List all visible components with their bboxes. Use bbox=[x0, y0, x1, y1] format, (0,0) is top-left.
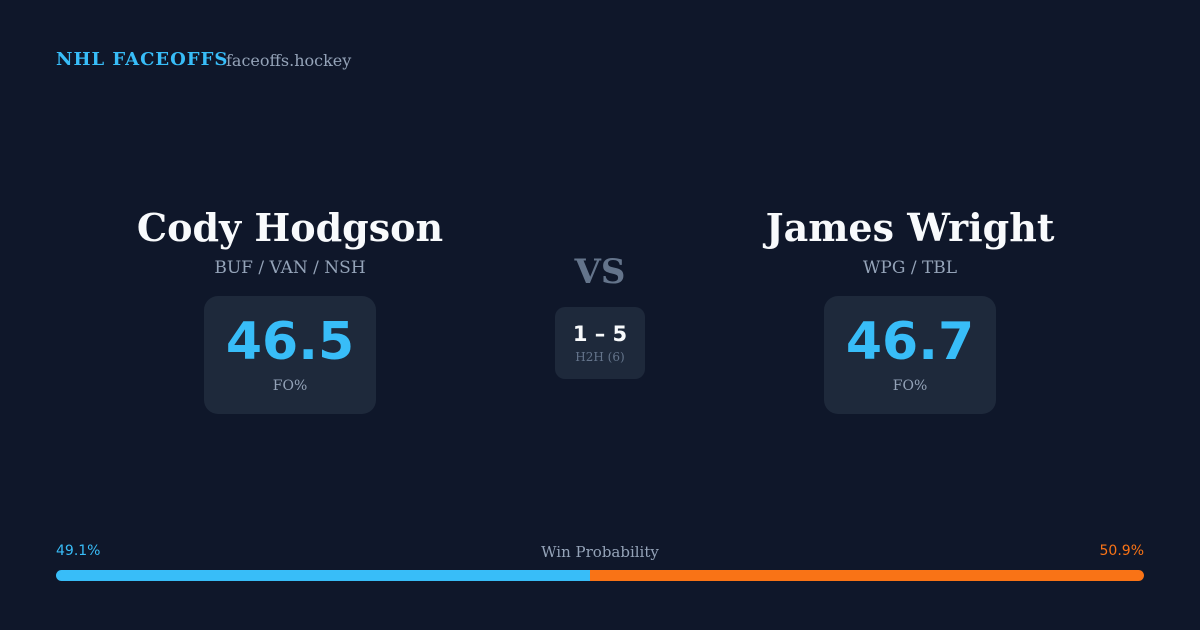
fo-value: 46.5 bbox=[225, 312, 355, 372]
vs: VS bbox=[574, 252, 626, 292]
win-prob-title: Win Probability bbox=[541, 543, 659, 561]
bar-segment-left bbox=[56, 570, 591, 581]
win-prob-bar bbox=[56, 570, 1144, 581]
bar-segment-right bbox=[590, 570, 1144, 581]
stat-card: 46.5 FO% bbox=[204, 296, 376, 414]
player-name: James Wright bbox=[765, 205, 1055, 250]
player-right: James Wright WPG / TBL 46.7 FO% bbox=[660, 205, 1160, 414]
fo-label: FO% bbox=[272, 378, 308, 394]
fo-label: FO% bbox=[892, 378, 928, 394]
h2h-score: 1 – 5 bbox=[572, 322, 628, 346]
player-teams: WPG / TBL bbox=[862, 258, 958, 278]
site: faceoffs.hockey bbox=[226, 51, 352, 70]
win-prob-left: 49.1% bbox=[56, 543, 101, 559]
player-left: Cody Hodgson BUF / VAN / NSH 46.5 FO% bbox=[40, 205, 540, 414]
stat-card: 46.7 FO% bbox=[824, 296, 996, 414]
fo-value: 46.7 bbox=[845, 312, 975, 372]
brand: NHL FACEOFFS bbox=[56, 49, 229, 70]
h2h-label: H2H (6) bbox=[575, 350, 625, 364]
player-teams: BUF / VAN / NSH bbox=[214, 258, 366, 278]
player-name: Cody Hodgson bbox=[136, 205, 444, 250]
win-prob-right: 50.9% bbox=[1099, 543, 1144, 559]
h2h-card: 1 – 5 H2H (6) bbox=[555, 307, 645, 379]
